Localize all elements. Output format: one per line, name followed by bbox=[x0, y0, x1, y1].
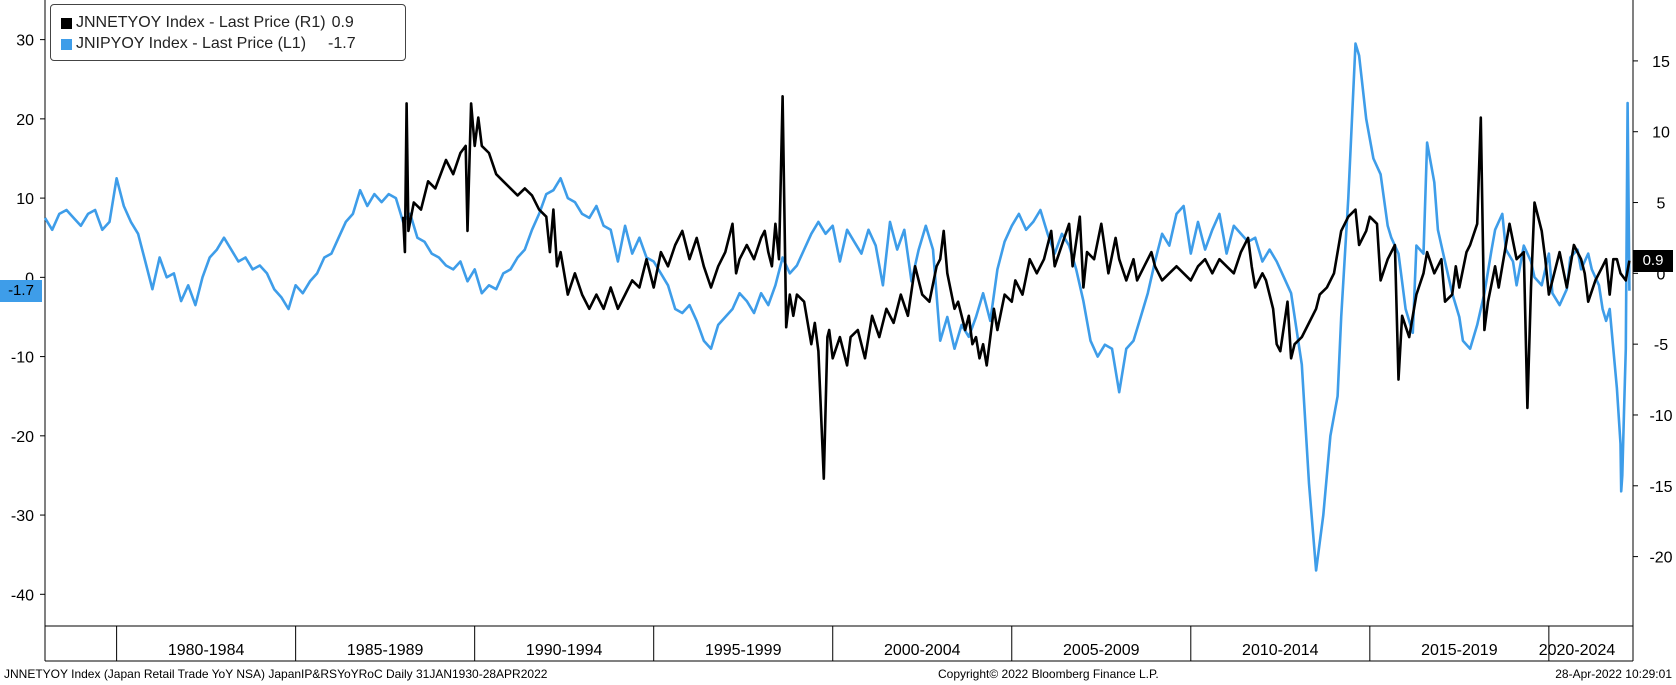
footer-timestamp: 28-Apr-2022 10:29:01 bbox=[1555, 667, 1672, 681]
footer-description: JNNETYOY Index (Japan Retail Trade YoY N… bbox=[4, 667, 548, 681]
right-tick-label: -10 bbox=[1649, 408, 1672, 425]
left-tick-label: 30 bbox=[16, 33, 34, 50]
left-tick-label: -10 bbox=[11, 350, 34, 367]
series-lines bbox=[43, 42, 1631, 572]
legend-label-jnipyoy: JNIPYOY Index - Last Price (L1) bbox=[76, 35, 307, 52]
x-tick-label: 2010-2014 bbox=[1242, 642, 1319, 659]
left-last-value: -1.7 bbox=[8, 282, 34, 300]
plot-frame bbox=[44, 0, 1634, 662]
left-tick-label: -30 bbox=[11, 508, 34, 525]
x-tick-label: 1995-1999 bbox=[705, 642, 782, 659]
legend-value-jnipyoy: -1.7 bbox=[328, 35, 356, 52]
x-tick-label: 2000-2004 bbox=[884, 642, 961, 659]
right-last-value: 0.9 bbox=[1642, 252, 1664, 270]
right-tick-label: -5 bbox=[1654, 337, 1668, 354]
legend-label-jnnetyoy: JNNETYOY Index - Last Price (R1) bbox=[76, 14, 326, 31]
right-tick-label: -15 bbox=[1649, 479, 1672, 496]
x-tick-label: 2020-2024 bbox=[1539, 642, 1616, 659]
right-axis: 15 10 5 0 -5 -10 -15 -20 bbox=[1633, 54, 1673, 567]
footer-copyright: Copyright© 2022 Bloomberg Finance L.P. bbox=[938, 667, 1159, 681]
legend-value-jnnetyoy: 0.9 bbox=[331, 14, 354, 31]
left-tick-label: 10 bbox=[16, 191, 34, 208]
left-axis: 30 20 10 0 -10 -20 -30 -40 bbox=[11, 33, 45, 604]
right-tick-label: 15 bbox=[1652, 54, 1670, 71]
series-line-jnnetyoy bbox=[401, 95, 1631, 480]
left-tick-label: 0 bbox=[25, 270, 34, 287]
legend-swatch-jnnetyoy bbox=[61, 17, 72, 29]
left-last-value-tag: -1.7 bbox=[0, 279, 42, 302]
right-tick-label: 10 bbox=[1652, 125, 1670, 142]
legend-item-jnipyoy: JNIPYOY Index - Last Price (L1) -1.7 bbox=[61, 34, 356, 54]
right-tick-label: -20 bbox=[1649, 550, 1672, 567]
x-tick-label: 2005-2009 bbox=[1063, 642, 1140, 659]
legend-swatch-jnipyoy bbox=[61, 38, 72, 50]
right-tick-label: 0 bbox=[1657, 266, 1666, 283]
left-tick-label: 20 bbox=[16, 112, 34, 129]
x-tick-label: 1985-1989 bbox=[347, 642, 424, 659]
right-tick-label: 5 bbox=[1657, 196, 1666, 213]
left-tick-label: -20 bbox=[11, 429, 34, 446]
x-axis: 1980-1984 1985-1989 1990-1994 1995-1999 2000… bbox=[116, 626, 1616, 661]
x-tick-label: 2015-2019 bbox=[1421, 642, 1498, 659]
series-line-jnipyoy bbox=[43, 42, 1631, 572]
x-tick-label: 1990-1994 bbox=[526, 642, 603, 659]
x-tick-label: 1980-1984 bbox=[168, 642, 245, 659]
right-last-value-tag: 0.9 bbox=[1633, 249, 1673, 272]
legend-item-jnnetyoy: JNNETYOY Index - Last Price (R1) 0.9 bbox=[61, 13, 354, 33]
left-tick-label: -40 bbox=[11, 587, 34, 604]
legend: JNNETYOY Index - Last Price (R1) 0.9 JNI… bbox=[50, 4, 406, 61]
